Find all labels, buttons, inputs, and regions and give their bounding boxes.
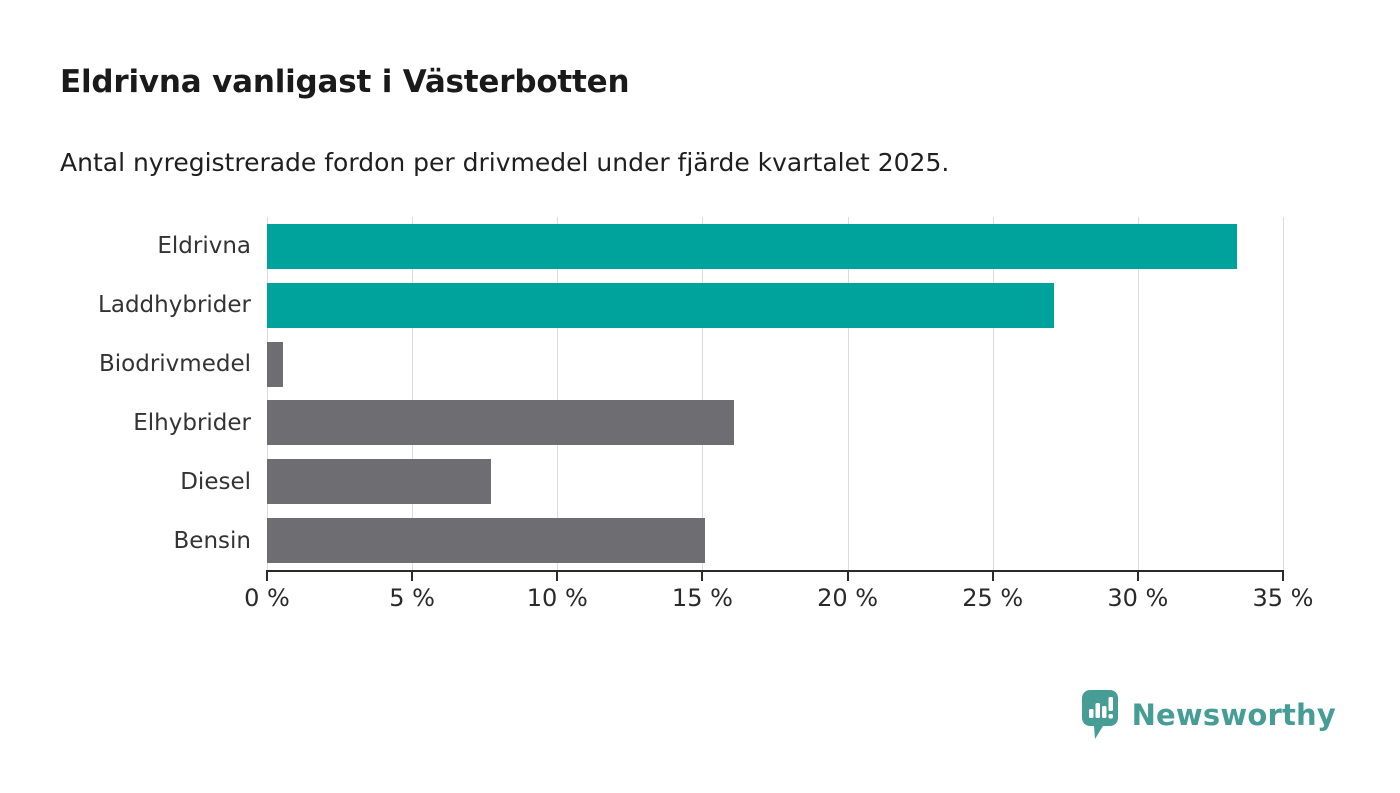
bar-row <box>267 223 1283 269</box>
x-axis-tick-5 <box>411 570 414 581</box>
bar-row <box>267 400 1283 446</box>
gridline-10-percent <box>557 217 559 570</box>
category-labels: Eldrivna Laddhybrider Biodrivmedel Elhybrid… <box>0 217 251 570</box>
x-axis-tick-label-20: 20 % <box>817 584 879 612</box>
x-axis-tick-15 <box>701 570 704 581</box>
x-axis-tick-label-10: 10 % <box>526 584 588 612</box>
category-label-laddhybrider: Laddhybrider <box>98 292 251 319</box>
chart-subtitle: Antal nyregistrerade fordon per drivmede… <box>60 148 950 177</box>
category-label-biodrivmedel: Biodrivmedel <box>99 351 251 378</box>
plot-area <box>267 217 1284 570</box>
x-axis-tick-35 <box>1282 570 1284 581</box>
x-axis-tick-label-25: 25 % <box>962 584 1024 612</box>
category-label-eldrivna: Eldrivna <box>157 233 251 260</box>
bar-elhybrider <box>267 400 735 446</box>
bar-laddhybrider <box>267 282 1054 328</box>
x-axis-tick-20 <box>846 570 849 581</box>
x-axis-tick-label-15: 15 % <box>671 584 733 612</box>
category-label-diesel: Diesel <box>180 468 251 495</box>
category-label-bensin: Bensin <box>173 527 251 554</box>
gridline-0-percent <box>267 217 268 570</box>
bar-diesel <box>267 459 491 505</box>
bar-bensin <box>267 518 706 564</box>
x-axis-line <box>266 570 1284 572</box>
bar-row <box>267 341 1283 387</box>
bar-eldrivna <box>267 223 1237 269</box>
category-label-elhybrider: Elhybrider <box>133 409 251 436</box>
footer-branding: Newsworthy <box>1080 688 1336 742</box>
x-axis-tick-30 <box>1136 570 1139 581</box>
bar-row <box>267 282 1283 328</box>
x-axis-tick-25 <box>991 570 994 581</box>
x-axis-tick-label-30: 30 % <box>1107 584 1169 612</box>
gridline-5-percent <box>412 217 414 570</box>
x-axis-tick-label-35: 35 % <box>1252 584 1314 612</box>
gridline-35-percent <box>1283 217 1284 570</box>
gridline-20-percent <box>847 217 849 570</box>
x-axis-tick-label-5: 5 % <box>389 584 435 612</box>
x-axis-tick-10 <box>556 570 559 581</box>
gridline-25-percent <box>992 217 994 570</box>
gridline-15-percent <box>702 217 704 570</box>
bar-row <box>267 518 1283 564</box>
gridline-30-percent <box>1137 217 1139 570</box>
x-axis-tick-0 <box>266 570 268 581</box>
newsworthy-pin-barchart-icon <box>1080 688 1120 742</box>
x-axis-tick-label-0: 0 % <box>244 584 290 612</box>
chart-title: Eldrivna vanligast i Västerbotten <box>60 64 630 100</box>
bar-biodrivmedel <box>267 341 283 387</box>
bar-row <box>267 459 1283 505</box>
brand-name: Newsworthy <box>1131 698 1336 732</box>
